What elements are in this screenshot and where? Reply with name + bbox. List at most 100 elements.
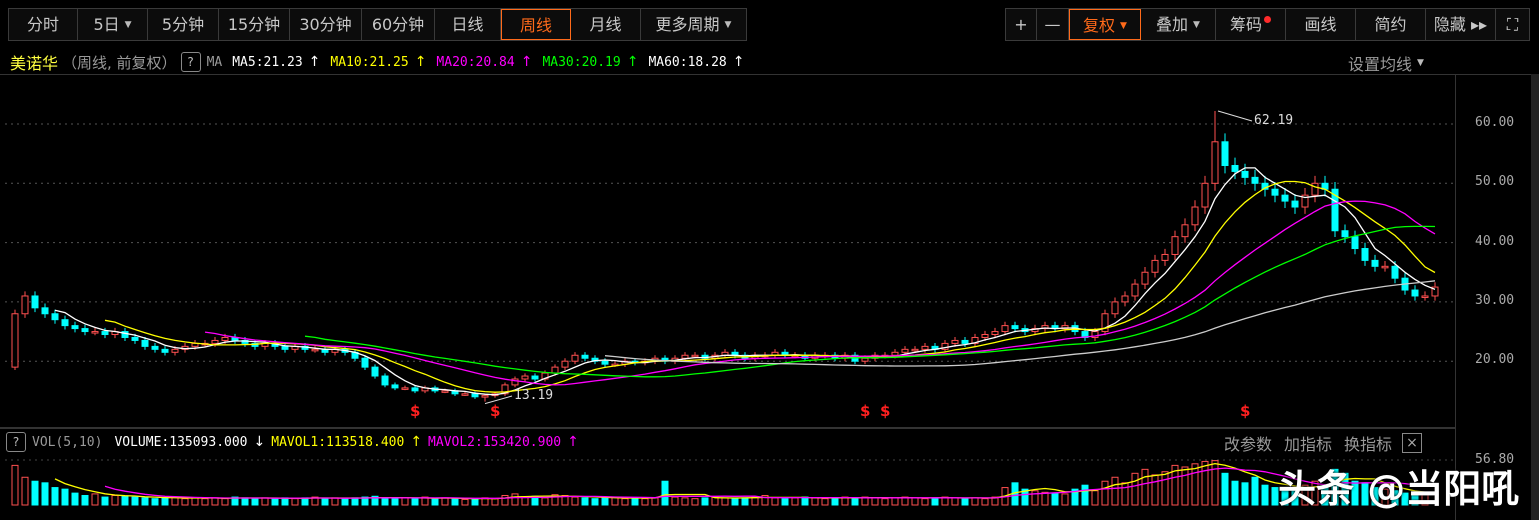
switch-indicator-button[interactable]: 换指标 [1344, 435, 1393, 454]
notification-dot-icon [1264, 16, 1271, 23]
candle-body [921, 345, 929, 350]
ma-values: MA5:21.23 ↑ MA10:21.25 ↑ MA20:20.84 ↑ MA30:20.… [232, 54, 754, 70]
volume-bar [431, 498, 439, 506]
add-indicator-button[interactable]: 加指标 [1284, 435, 1333, 454]
volume-bar [11, 464, 19, 506]
volume-bar [1151, 474, 1159, 506]
close-icon[interactable]: × [1402, 433, 1423, 453]
volume-bar [1101, 480, 1109, 506]
candle-body [31, 295, 39, 309]
volume-panel-actions: 改参数 加指标 换指标 × [1212, 431, 1423, 455]
volume-bar [491, 498, 499, 506]
chevron-down-icon: ▼ [1417, 58, 1424, 68]
candle-body [471, 393, 479, 398]
stock-name: 美诺华 [10, 54, 59, 73]
volume-bar [1411, 493, 1419, 506]
tab-period-1[interactable]: 5日 ▼ [78, 9, 148, 40]
ma10-line [104, 180, 1436, 393]
low-price-label: 13.19 [514, 388, 554, 403]
volume-bar [221, 498, 229, 506]
candle-body [1181, 224, 1189, 238]
chart-tools-toolbar: + — 复权 ▼ 叠加 ▼ 筹码 画线 简约 隐藏 ▸▸ ⛶ [1005, 8, 1530, 41]
tab-period-5[interactable]: 60分钟 [362, 9, 435, 40]
button-label: 筹码 [1229, 15, 1262, 34]
button-label: 30分钟 [299, 15, 352, 34]
volume-bar [541, 497, 549, 506]
candle-body [11, 313, 19, 368]
volume-bar [211, 497, 219, 506]
chevron-down-icon: ▼ [124, 20, 132, 30]
volume-bar [151, 498, 159, 506]
tab-period-3[interactable]: 15分钟 [219, 9, 290, 40]
tool-4[interactable]: 筹码 [1216, 9, 1286, 40]
candle-body [171, 348, 179, 353]
volume-bar [81, 494, 89, 506]
volume-bar [1141, 468, 1149, 506]
tab-period-2[interactable]: 5分钟 [148, 9, 219, 40]
buy-signal-icon: $ [860, 402, 871, 420]
volume-bar [1291, 490, 1299, 506]
volume-bar [61, 488, 69, 506]
volume-bar [581, 497, 589, 506]
tab-period-7[interactable]: 周线 [501, 9, 571, 40]
tab-period-0[interactable]: 分时 [9, 9, 78, 40]
volume-bar [851, 497, 859, 506]
tab-period-8[interactable]: 月线 [571, 9, 641, 40]
volume-bar [191, 497, 199, 506]
candle-body [481, 395, 489, 398]
candle-body [141, 339, 149, 347]
candle-body [561, 360, 569, 368]
tab-period-6[interactable]: 日线 [435, 9, 501, 40]
tool-3[interactable]: 叠加 ▼ [1141, 9, 1216, 40]
buy-signal-icon: $ [880, 402, 891, 420]
volume-bar [361, 496, 369, 506]
help-button[interactable]: ? [6, 432, 26, 452]
candle-body [391, 384, 399, 389]
volume-bar [601, 497, 609, 506]
volume-bar [251, 498, 259, 506]
ma30-line [304, 225, 1436, 378]
ma20-line [204, 200, 1436, 386]
candle-body [1011, 325, 1019, 330]
candle-body [1241, 170, 1249, 178]
ma-value-1: MA10:21.25 [330, 55, 409, 70]
tool-5[interactable]: 画线 [1286, 9, 1356, 40]
help-button[interactable]: ? [180, 52, 201, 72]
volume-bar [1271, 487, 1279, 506]
candle-body [51, 313, 59, 321]
tool-1[interactable]: — [1037, 9, 1069, 40]
scrollbar[interactable] [1531, 74, 1539, 520]
candle-body [1141, 271, 1149, 285]
tab-period-4[interactable]: 30分钟 [290, 9, 362, 40]
tool-6[interactable]: 简约 [1356, 9, 1426, 40]
price-tick: 40.00 [1475, 233, 1515, 249]
arrow-up-icon: ↑ [308, 54, 321, 70]
volume-bar [831, 497, 839, 506]
button-label: 周线 [519, 16, 552, 35]
volume-bar [1191, 463, 1199, 506]
volume-bar [801, 496, 809, 506]
volume-bar [1161, 471, 1169, 506]
volume-bar [821, 498, 829, 506]
candle-body [521, 375, 529, 380]
candle-body [501, 384, 509, 395]
candle-body [691, 354, 699, 358]
edit-params-button[interactable]: 改参数 [1224, 435, 1273, 454]
tool-0[interactable]: + [1006, 9, 1037, 40]
candle-body [1171, 236, 1179, 255]
candle-body [1191, 206, 1199, 226]
tool-2[interactable]: 复权 ▼ [1069, 9, 1141, 40]
candle-body [1111, 301, 1119, 315]
tool-8[interactable]: ⛶ [1496, 9, 1529, 40]
tab-period-9[interactable]: 更多周期 ▼ [641, 9, 746, 40]
arrow-up-icon: ↑ [410, 434, 423, 450]
candle-body [461, 393, 469, 396]
tool-7[interactable]: 隐藏 ▸▸ [1426, 9, 1496, 40]
set-ma-button[interactable]: 设置均线 ▼ [1348, 51, 1424, 75]
candle-body [401, 387, 409, 390]
volume-bar [1341, 472, 1349, 506]
price-tick: 20.00 [1475, 352, 1515, 368]
candle-body [1251, 176, 1259, 184]
volume-bar [1111, 476, 1119, 506]
